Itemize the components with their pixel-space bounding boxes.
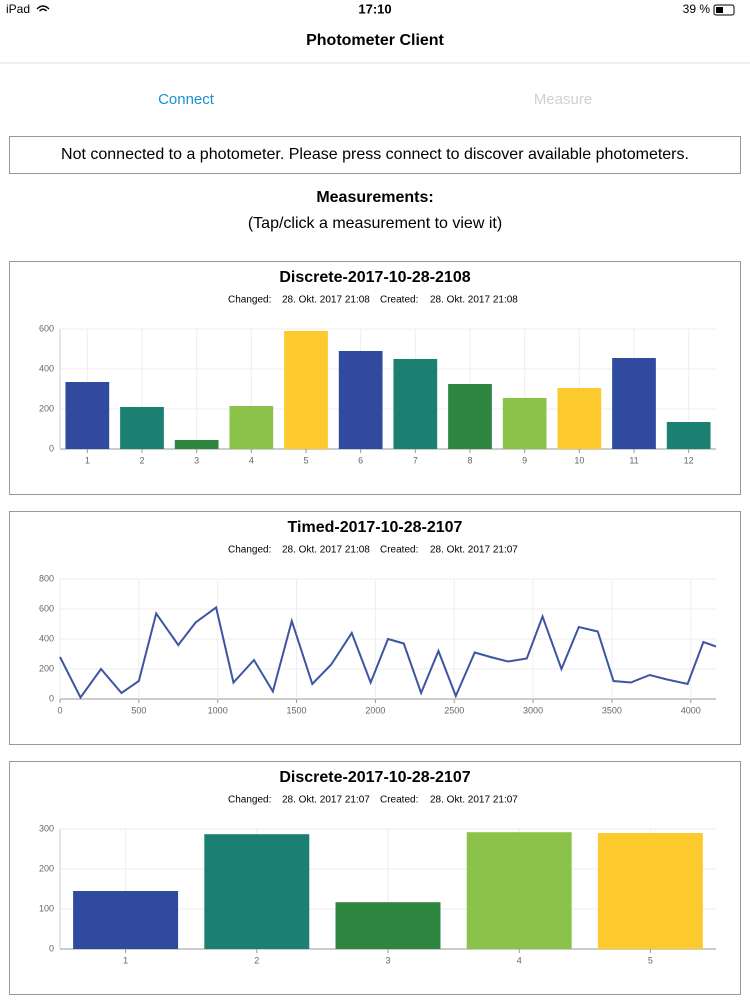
chart-meta: Changed: bbox=[228, 795, 271, 806]
x-tick-label: 5 bbox=[648, 955, 653, 965]
x-tick-label: 9 bbox=[522, 455, 527, 465]
clock: 17:10 bbox=[358, 1, 391, 16]
bar[interactable] bbox=[120, 407, 164, 449]
x-tick-label: 500 bbox=[131, 705, 146, 715]
bar[interactable] bbox=[174, 440, 219, 449]
y-tick-label: 200 bbox=[39, 863, 54, 873]
bar[interactable] bbox=[229, 406, 274, 449]
y-tick-label: 200 bbox=[39, 663, 54, 673]
chart-title: Timed-2017-10-28-2107 bbox=[288, 519, 463, 536]
x-tick-label: 2500 bbox=[444, 705, 464, 715]
x-tick-label: 4 bbox=[517, 955, 522, 965]
chart-meta: Created: bbox=[380, 295, 418, 306]
chart-meta: 28. Okt. 2017 21:07 bbox=[282, 795, 370, 806]
y-tick-label: 100 bbox=[39, 903, 54, 913]
chart-title: Discrete-2017-10-28-2108 bbox=[279, 269, 470, 286]
bar[interactable] bbox=[335, 902, 441, 949]
x-tick-label: 1500 bbox=[287, 705, 307, 715]
bar[interactable] bbox=[466, 832, 572, 949]
chart-meta: 28. Okt. 2017 21:07 bbox=[430, 545, 518, 556]
message-box bbox=[9, 136, 741, 174]
nav-title: Photometer Client bbox=[306, 32, 444, 49]
bar[interactable] bbox=[597, 833, 703, 949]
x-tick-label: 1000 bbox=[208, 705, 228, 715]
x-tick-label: 5 bbox=[303, 455, 308, 465]
x-tick-label: 2 bbox=[254, 955, 259, 965]
x-tick-label: 0 bbox=[57, 705, 62, 715]
bar[interactable] bbox=[284, 331, 328, 449]
x-tick-label: 3 bbox=[194, 455, 199, 465]
section-hint: (Tap/click a measurement to view it) bbox=[248, 215, 502, 232]
battery-icon bbox=[713, 4, 735, 16]
y-tick-label: 800 bbox=[39, 573, 54, 583]
wifi-icon bbox=[36, 5, 50, 12]
bar[interactable] bbox=[338, 351, 383, 449]
bar[interactable] bbox=[557, 388, 602, 449]
x-tick-label: 6 bbox=[358, 455, 363, 465]
x-tick-label: 3000 bbox=[523, 705, 543, 715]
chart-meta: Created: bbox=[380, 795, 418, 806]
x-tick-label: 3 bbox=[385, 955, 390, 965]
chart-meta: 28. Okt. 2017 21:07 bbox=[430, 795, 518, 806]
x-tick-label: 1 bbox=[85, 455, 90, 465]
x-tick-label: 4 bbox=[249, 455, 254, 465]
data-line bbox=[59, 605, 717, 700]
measure-button[interactable]: Measure bbox=[534, 91, 592, 108]
section-heading: Measurements: bbox=[316, 189, 433, 206]
bar[interactable] bbox=[666, 422, 711, 449]
x-tick-label: 3500 bbox=[602, 705, 622, 715]
bar[interactable] bbox=[65, 382, 110, 449]
battery-fill bbox=[716, 7, 723, 13]
y-tick-label: 0 bbox=[49, 443, 54, 453]
x-tick-label: 2000 bbox=[365, 705, 385, 715]
y-tick-label: 600 bbox=[39, 323, 54, 333]
y-tick-label: 0 bbox=[49, 943, 54, 953]
bar[interactable] bbox=[393, 359, 438, 449]
chart-meta: Changed: bbox=[228, 545, 271, 556]
y-tick-label: 0 bbox=[49, 693, 54, 703]
chart-meta: 28. Okt. 2017 21:08 bbox=[282, 295, 370, 306]
x-tick-label: 10 bbox=[574, 455, 584, 465]
x-tick-label: 1 bbox=[123, 955, 128, 965]
bar[interactable] bbox=[612, 358, 656, 449]
y-tick-label: 600 bbox=[39, 603, 54, 613]
x-tick-label: 8 bbox=[467, 455, 472, 465]
chart-meta: 28. Okt. 2017 21:08 bbox=[282, 545, 370, 556]
bar[interactable] bbox=[73, 891, 179, 949]
chart-meta: 28. Okt. 2017 21:08 bbox=[430, 295, 518, 306]
y-tick-label: 200 bbox=[39, 403, 54, 413]
connect-button[interactable]: Connect bbox=[158, 91, 215, 108]
x-tick-label: 7 bbox=[413, 455, 418, 465]
bar[interactable] bbox=[204, 834, 310, 949]
chart-meta: Created: bbox=[380, 545, 418, 556]
chart-meta: Changed: bbox=[228, 295, 271, 306]
y-tick-label: 300 bbox=[39, 823, 54, 833]
status-message: Not connected to a photometer. Please pr… bbox=[61, 146, 689, 163]
y-tick-label: 400 bbox=[39, 633, 54, 643]
device-name: iPad bbox=[6, 2, 30, 16]
x-tick-label: 12 bbox=[684, 455, 694, 465]
battery-level: 39 % bbox=[683, 2, 711, 16]
x-tick-label: 11 bbox=[629, 455, 638, 465]
x-tick-label: 2 bbox=[139, 455, 144, 465]
bar[interactable] bbox=[502, 398, 547, 449]
chart-title: Discrete-2017-10-28-2107 bbox=[279, 769, 470, 786]
bar[interactable] bbox=[448, 384, 492, 449]
y-tick-label: 400 bbox=[39, 363, 54, 373]
x-tick-label: 4000 bbox=[681, 705, 701, 715]
